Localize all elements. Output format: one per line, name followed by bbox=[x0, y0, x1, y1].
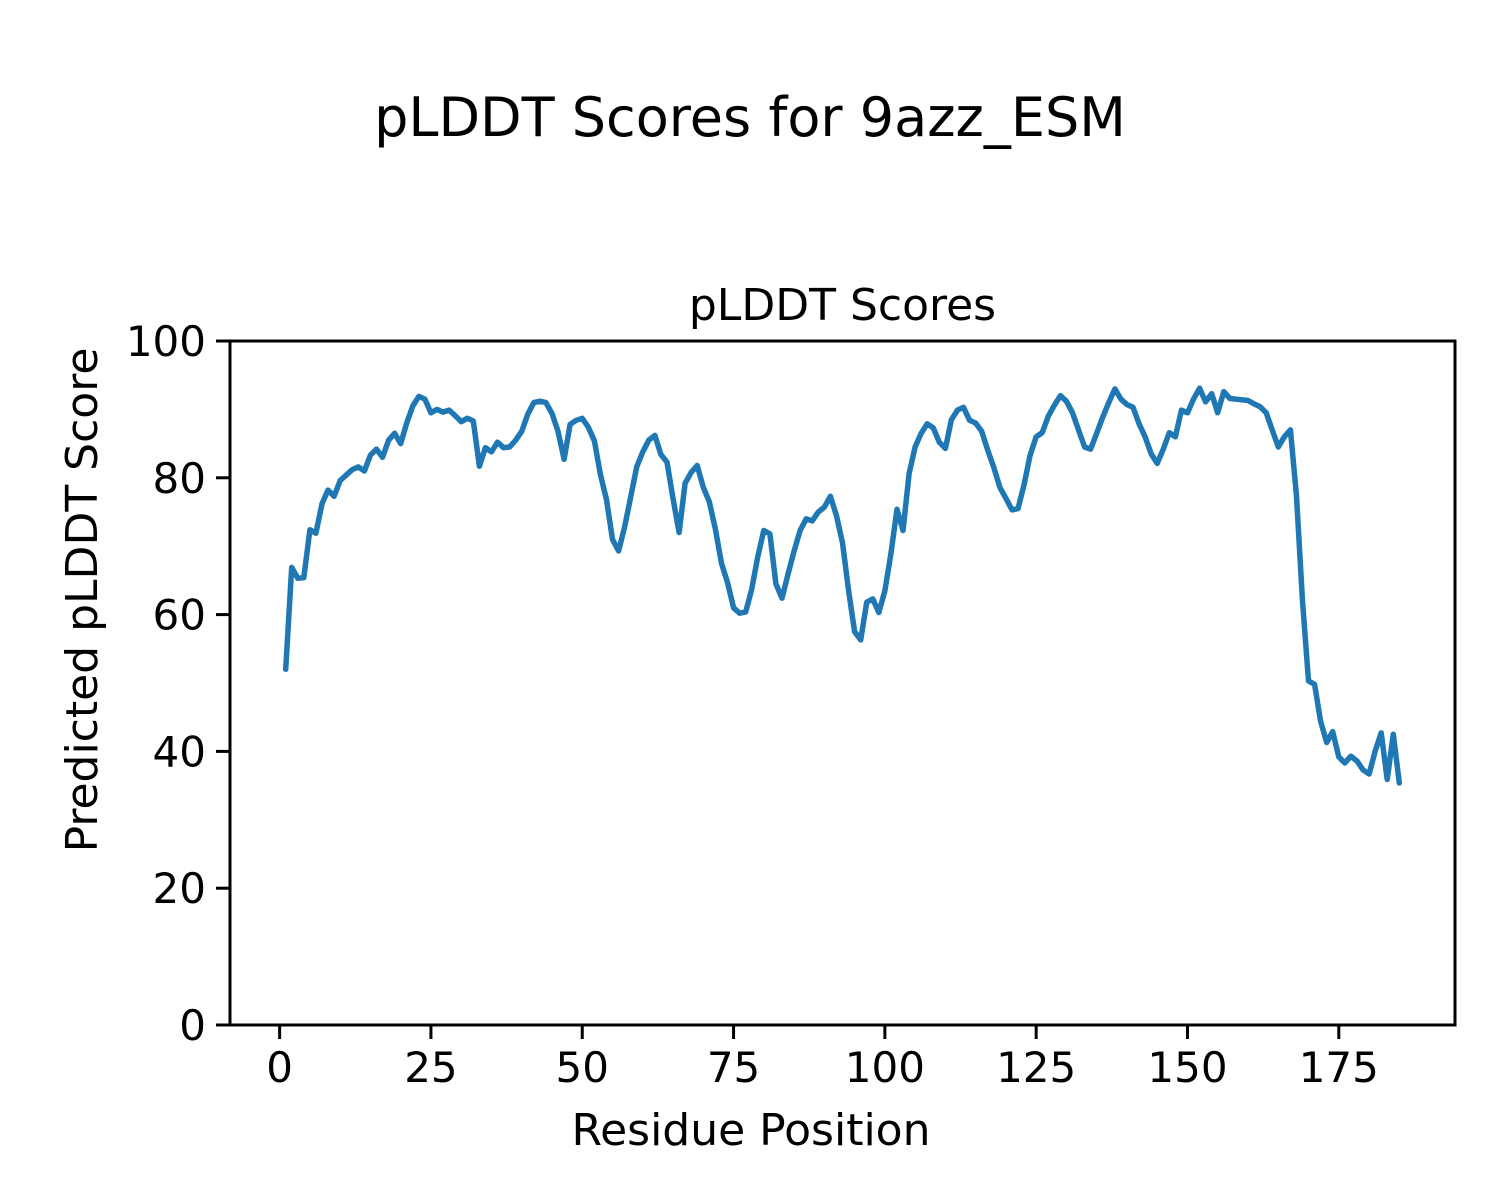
axes-title: pLDDT Scores bbox=[688, 280, 997, 331]
y-tick-label: 20 bbox=[153, 864, 206, 913]
x-tick-label: 50 bbox=[556, 1043, 609, 1092]
x-tick-label: 75 bbox=[707, 1043, 760, 1092]
y-tick-label: 60 bbox=[153, 591, 206, 640]
plddt-line bbox=[282, 385, 1403, 786]
y-tick-label: 80 bbox=[153, 454, 206, 503]
axes-frame bbox=[228, 339, 1457, 1027]
x-tick-label: 25 bbox=[404, 1043, 457, 1092]
x-tick-label: 175 bbox=[1299, 1043, 1379, 1092]
y-tick-label: 100 bbox=[126, 317, 206, 366]
x-tick-label: 100 bbox=[845, 1043, 925, 1092]
x-tick-label: 150 bbox=[1147, 1043, 1227, 1092]
x-axis-label: Residue Position bbox=[571, 1105, 931, 1156]
y-tick-label: 0 bbox=[179, 1001, 206, 1050]
x-tick-label: 125 bbox=[996, 1043, 1076, 1092]
y-tick-label: 40 bbox=[153, 727, 206, 776]
x-tick-label: 0 bbox=[266, 1043, 293, 1092]
figure-suptitle: pLDDT Scores for 9azz_ESM bbox=[374, 86, 1126, 149]
